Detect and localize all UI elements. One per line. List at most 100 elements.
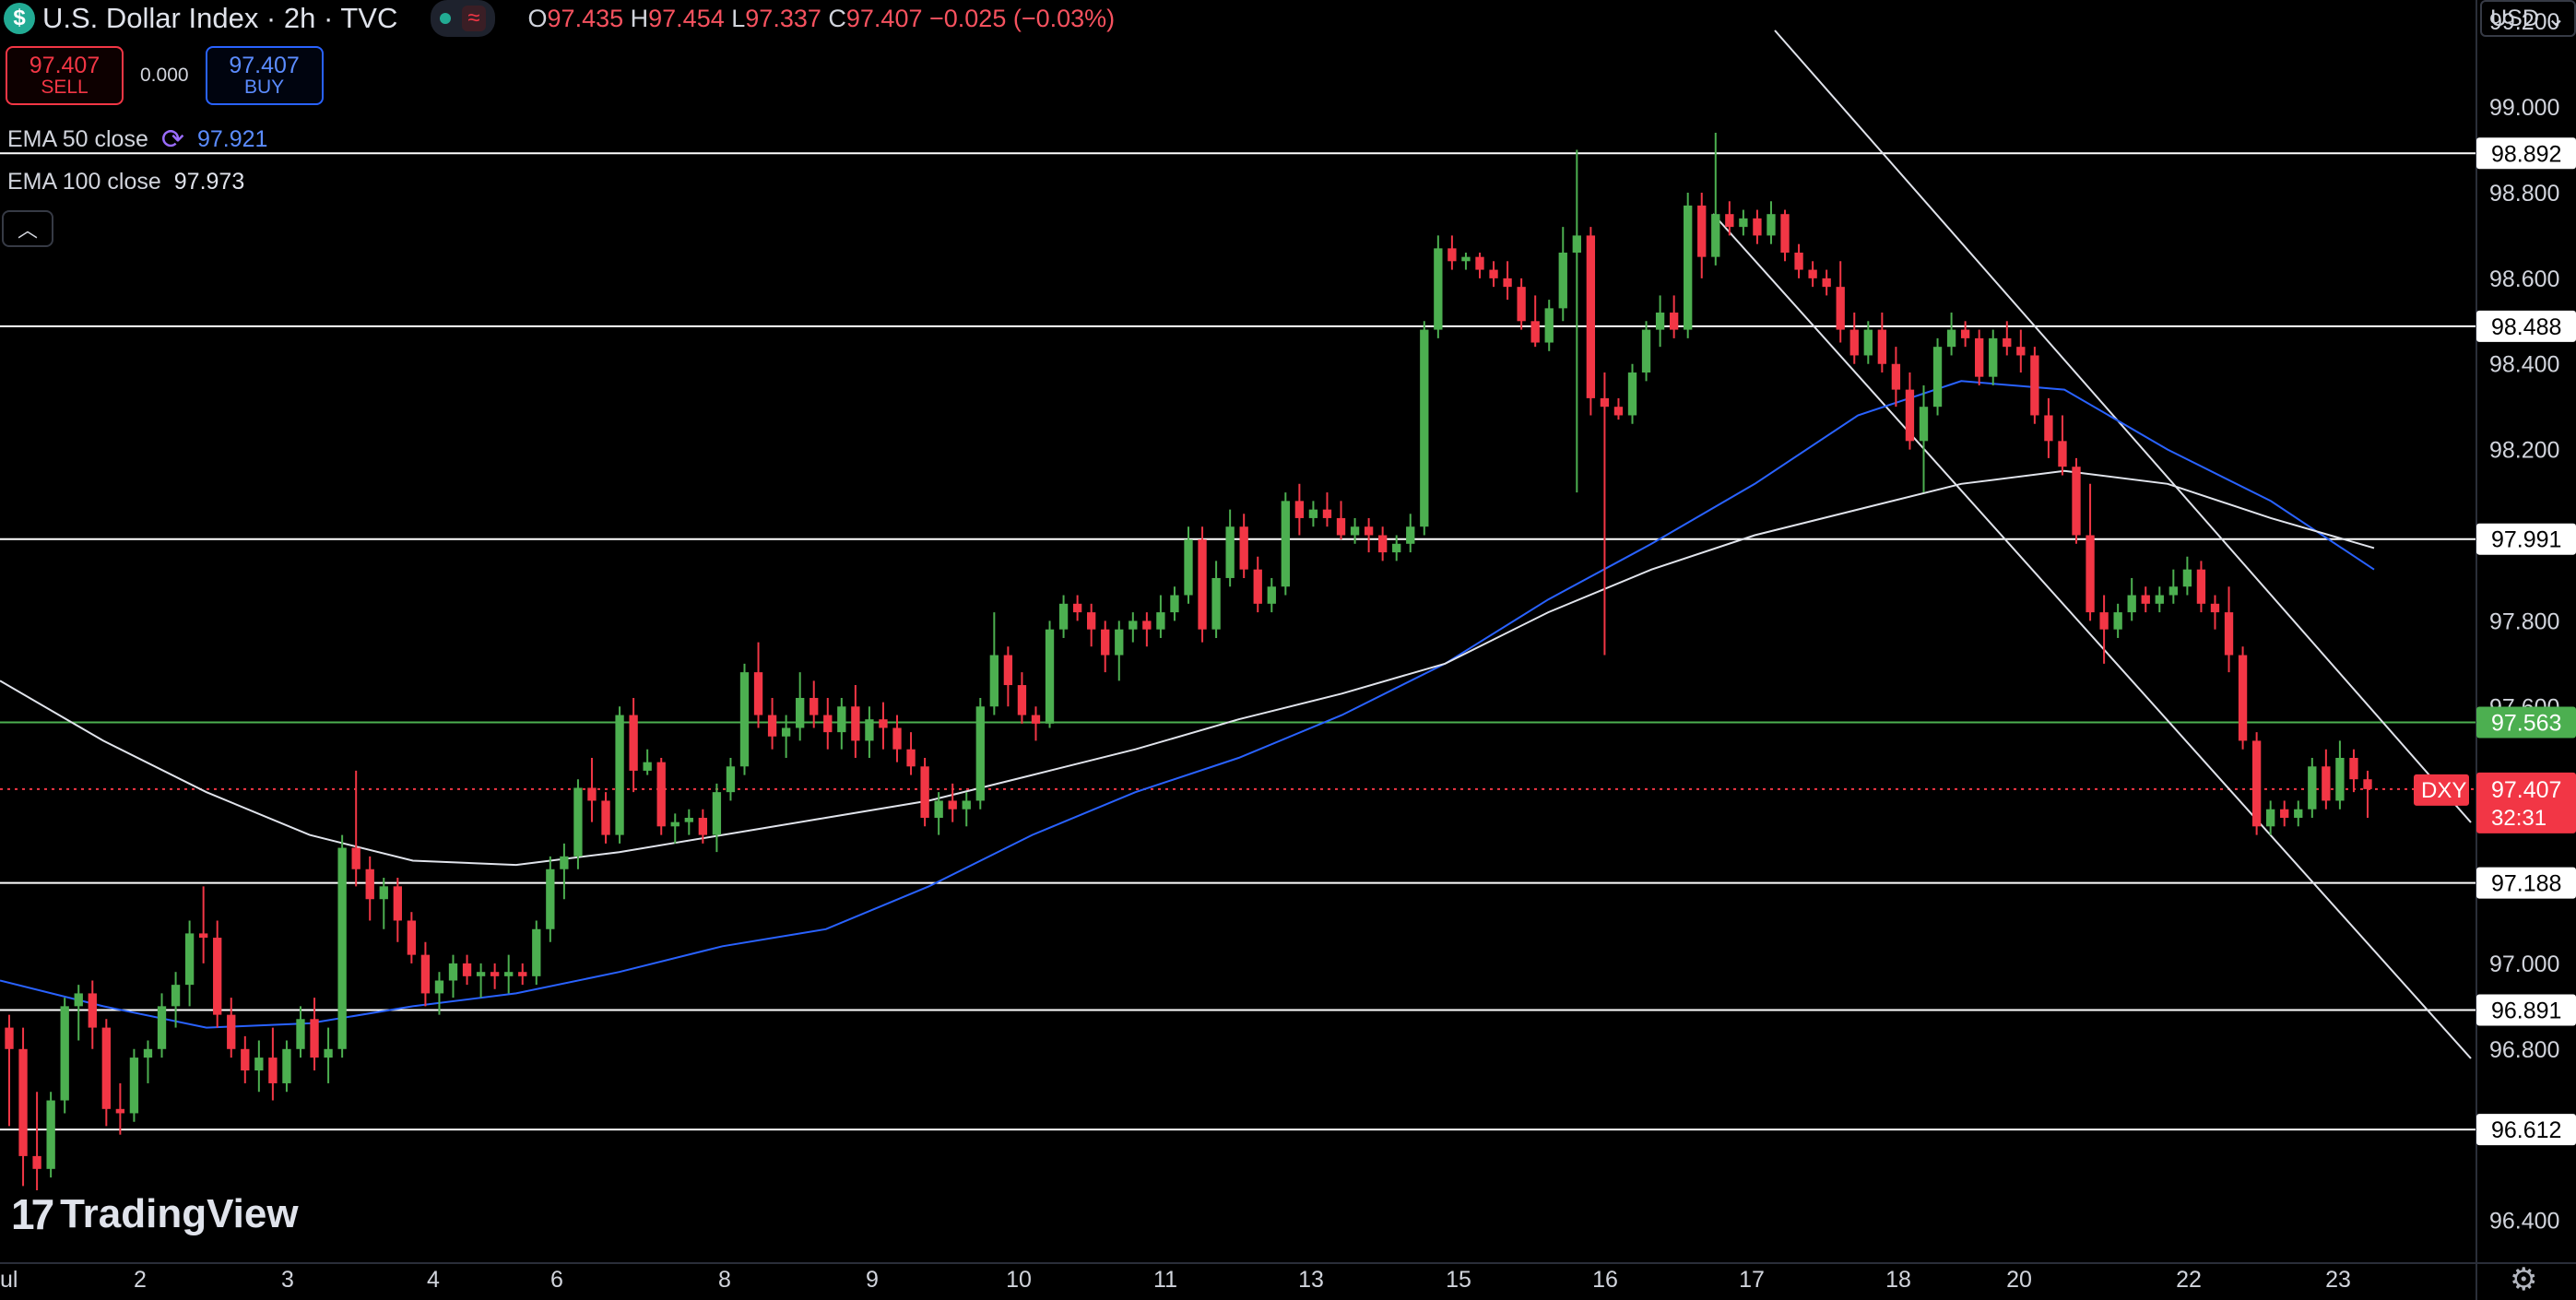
currency-dropdown[interactable]: USD ⌄ — [2480, 0, 2576, 37]
candle-body — [310, 1019, 319, 1058]
ema-lines — [0, 380, 2375, 1029]
candle-body — [698, 818, 708, 835]
time-tick-label: 17 — [1739, 1267, 1765, 1293]
candle — [282, 1040, 291, 1093]
candle-body — [1822, 278, 1831, 288]
candles — [5, 132, 2372, 1191]
candle-body — [1627, 372, 1637, 416]
candle — [1891, 347, 1901, 408]
candle — [518, 963, 527, 986]
candle-body — [948, 800, 957, 810]
candle — [324, 1027, 333, 1083]
ema100-value: 97.973 — [173, 169, 245, 195]
candle-body — [434, 980, 444, 994]
sell-button[interactable]: 97.407 SELL — [6, 46, 124, 105]
channel-lower-line — [1712, 213, 2472, 1059]
level-price-label-box — [2476, 523, 2576, 555]
candle-body — [1448, 248, 1457, 262]
symbol-title[interactable]: U.S. Dollar Index · 2h · TVC — [42, 2, 398, 34]
candle-body — [157, 1006, 167, 1049]
candle — [1960, 321, 1970, 348]
candle — [865, 706, 874, 758]
time-tick-label: 15 — [1446, 1267, 1471, 1293]
indicator-ema100[interactable]: EMA 100 close 97.973 — [7, 169, 244, 195]
candle — [1517, 278, 1526, 330]
candle-body — [2127, 595, 2136, 613]
level-price-label-box — [2476, 1114, 2576, 1146]
market-status[interactable]: ≈ — [431, 0, 495, 37]
candle — [670, 813, 679, 844]
candle-body — [1586, 235, 1596, 398]
candle-body — [296, 1019, 305, 1049]
level-price-label: 97.991 — [2476, 523, 2576, 555]
candle — [1322, 492, 1332, 527]
candle-body — [1017, 685, 1027, 715]
candle-body — [670, 821, 679, 827]
candle — [1684, 192, 1693, 338]
candle — [2003, 321, 2012, 356]
candle-body — [2224, 612, 2234, 656]
level-price-label: 98.488 — [2476, 310, 2576, 342]
candle-body — [1613, 407, 1624, 416]
candle — [1364, 517, 1374, 553]
time-tick-label: 2 — [134, 1267, 147, 1293]
candle — [948, 783, 957, 822]
candle — [1544, 300, 1554, 351]
candle — [198, 886, 208, 963]
tradingview-mark-icon: 17 — [11, 1190, 54, 1238]
candle — [1669, 295, 1679, 338]
candle-body — [615, 715, 624, 835]
candle-body — [1322, 509, 1332, 518]
candle — [1294, 483, 1305, 536]
candle-body — [1406, 526, 1415, 544]
candle-body — [1087, 612, 1096, 630]
tradingview-logo: 17 TradingView — [11, 1190, 299, 1238]
candle-body — [629, 715, 638, 771]
candle — [129, 1048, 139, 1122]
candle — [213, 920, 222, 1028]
time-tick-label: 3 — [281, 1267, 294, 1293]
candle — [851, 685, 860, 758]
candle — [1072, 595, 1082, 621]
candle — [587, 758, 597, 822]
candle-body — [1946, 329, 1956, 348]
candle — [2182, 556, 2192, 596]
indicator-ema50[interactable]: EMA 50 close ⟳ 97.921 — [7, 124, 267, 156]
candle — [365, 856, 374, 921]
candle-body — [1211, 577, 1221, 630]
candle — [2322, 749, 2331, 810]
price-tick-label: 96.800 — [2489, 1037, 2559, 1063]
candle-body — [1849, 329, 1859, 356]
candle — [1753, 209, 1762, 244]
candle-body — [337, 847, 347, 1049]
candle-body — [1003, 655, 1013, 686]
buy-button[interactable]: 97.407 BUY — [205, 46, 324, 105]
candle-body — [1281, 501, 1290, 587]
candle-body — [1461, 256, 1471, 262]
candle — [101, 1019, 111, 1127]
candle — [407, 912, 417, 963]
candle — [1530, 295, 1540, 348]
candle — [1503, 261, 1512, 301]
settings-gear-icon[interactable]: ⚙ — [2510, 1262, 2538, 1297]
candle — [1822, 269, 1831, 296]
green-level-price-label-box — [2476, 706, 2576, 739]
candle-body — [171, 985, 181, 1007]
candle-body — [2322, 766, 2331, 801]
candle-body — [796, 697, 805, 728]
candle — [60, 998, 69, 1114]
candle-body — [1572, 235, 1581, 253]
candle-body — [476, 972, 486, 976]
candle-body — [1115, 629, 1124, 656]
last-price-box — [2476, 772, 2576, 833]
candle-body — [1739, 218, 1748, 228]
collapse-indicators-button[interactable]: ︿ — [2, 210, 53, 247]
candle — [2363, 770, 2372, 819]
symbol-badge-box — [2414, 774, 2469, 806]
candle-body — [865, 719, 874, 741]
candle-body — [1031, 715, 1041, 724]
candle — [962, 792, 971, 827]
candle — [393, 878, 402, 942]
candle-body — [143, 1048, 153, 1058]
